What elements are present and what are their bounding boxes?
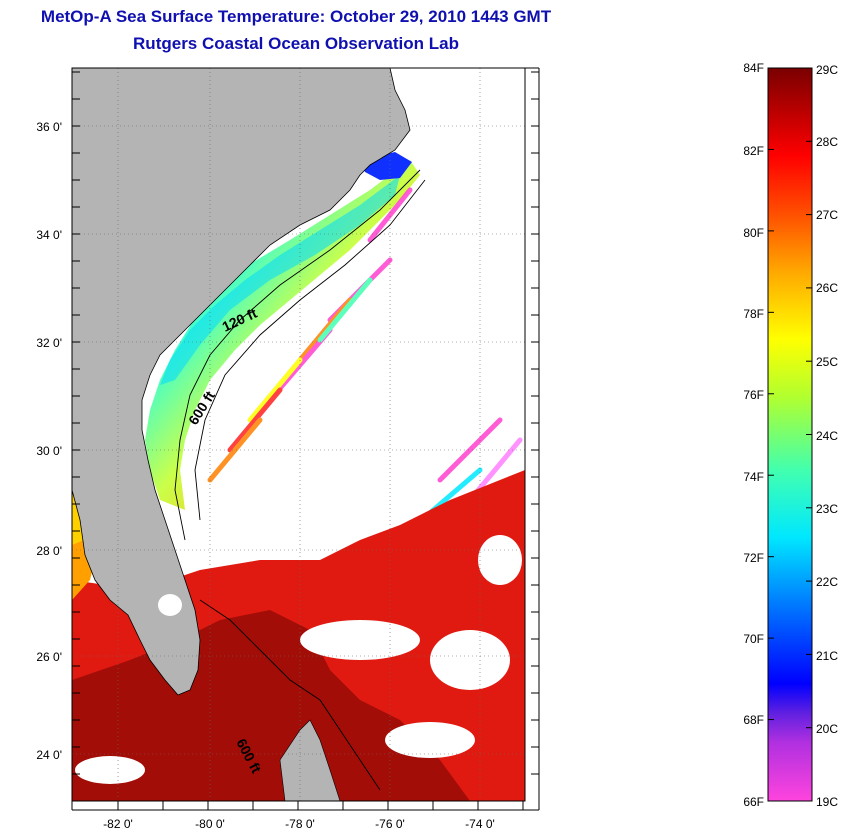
lat-label-30: 30 0' — [36, 444, 62, 458]
shelf-cool-band — [160, 175, 400, 385]
offshore-filaments — [207, 187, 523, 533]
map-title: MetOp-A Sea Surface Temperature: October… — [40, 7, 552, 26]
lon-label-76: -76 0' — [375, 817, 405, 831]
cbar-f-84: 84F — [743, 61, 764, 75]
map-subtitle: Rutgers Coastal Ocean Observation Lab — [133, 34, 459, 53]
cbar-c-29: 29C — [816, 63, 838, 77]
lat-label-34: 34 0' — [36, 228, 62, 242]
map-plot-area — [72, 68, 525, 801]
latitude-labels: 36 0' 34 0' 32 0' 30 0' 28 0' 26 0' 24 0… — [36, 120, 62, 762]
cbar-f-72: 72F — [743, 551, 764, 565]
lat-label-28: 28 0' — [36, 544, 62, 558]
cbar-f-80: 80F — [743, 226, 764, 240]
cbar-f-74: 74F — [743, 470, 764, 484]
isobath-contours — [174, 169, 426, 791]
colorbar-celsius-labels: 29C 28C 27C 26C 25C 24C 23C 22C 21C 20C … — [816, 63, 838, 809]
shelf-water-sst — [145, 160, 420, 510]
land-cuba-bahamas — [279, 719, 341, 801]
cbar-c-28: 28C — [816, 135, 838, 149]
cbar-f-78: 78F — [743, 307, 764, 321]
cbar-c-25: 25C — [816, 355, 838, 369]
map-ticks — [71, 67, 540, 811]
land-mainland — [72, 68, 411, 696]
cbar-f-76: 76F — [743, 388, 764, 402]
lat-label-26: 26 0' — [36, 650, 62, 664]
cbar-c-21: 21C — [816, 649, 838, 663]
cbar-c-22: 22C — [816, 575, 838, 589]
lat-label-32: 32 0' — [36, 336, 62, 350]
cbar-f-70: 70F — [743, 632, 764, 646]
cbar-c-19: 19C — [816, 795, 838, 809]
cbar-c-27: 27C — [816, 208, 838, 222]
cbar-c-24: 24C — [816, 429, 838, 443]
cbar-c-23: 23C — [816, 502, 838, 516]
cloud-patches — [75, 520, 522, 784]
cbar-c-26: 26C — [816, 281, 838, 295]
lon-label-82: -82 0' — [103, 817, 133, 831]
cbar-f-68: 68F — [743, 713, 764, 727]
cbar-f-66: 66F — [743, 795, 764, 809]
minor-ticks — [72, 71, 539, 810]
cbar-f-82: 82F — [743, 144, 764, 158]
temperature-colorbar — [767, 67, 813, 802]
lon-label-78: -78 0' — [285, 817, 315, 831]
lon-label-80: -80 0' — [195, 817, 225, 831]
cbar-c-20: 20C — [816, 722, 838, 736]
lake-okeechobee — [158, 594, 182, 616]
colorbar-ticks — [768, 67, 812, 802]
longitude-labels: -82 0' -80 0' -78 0' -76 0' -74 0' — [103, 817, 495, 831]
colorbar-fahrenheit-labels: 84F 82F 80F 78F 76F 74F 72F 70F 68F 66F — [743, 61, 764, 809]
lat-label-36: 36 0' — [36, 120, 62, 134]
lon-label-74: -74 0' — [465, 817, 495, 831]
lat-label-24: 24 0' — [36, 748, 62, 762]
